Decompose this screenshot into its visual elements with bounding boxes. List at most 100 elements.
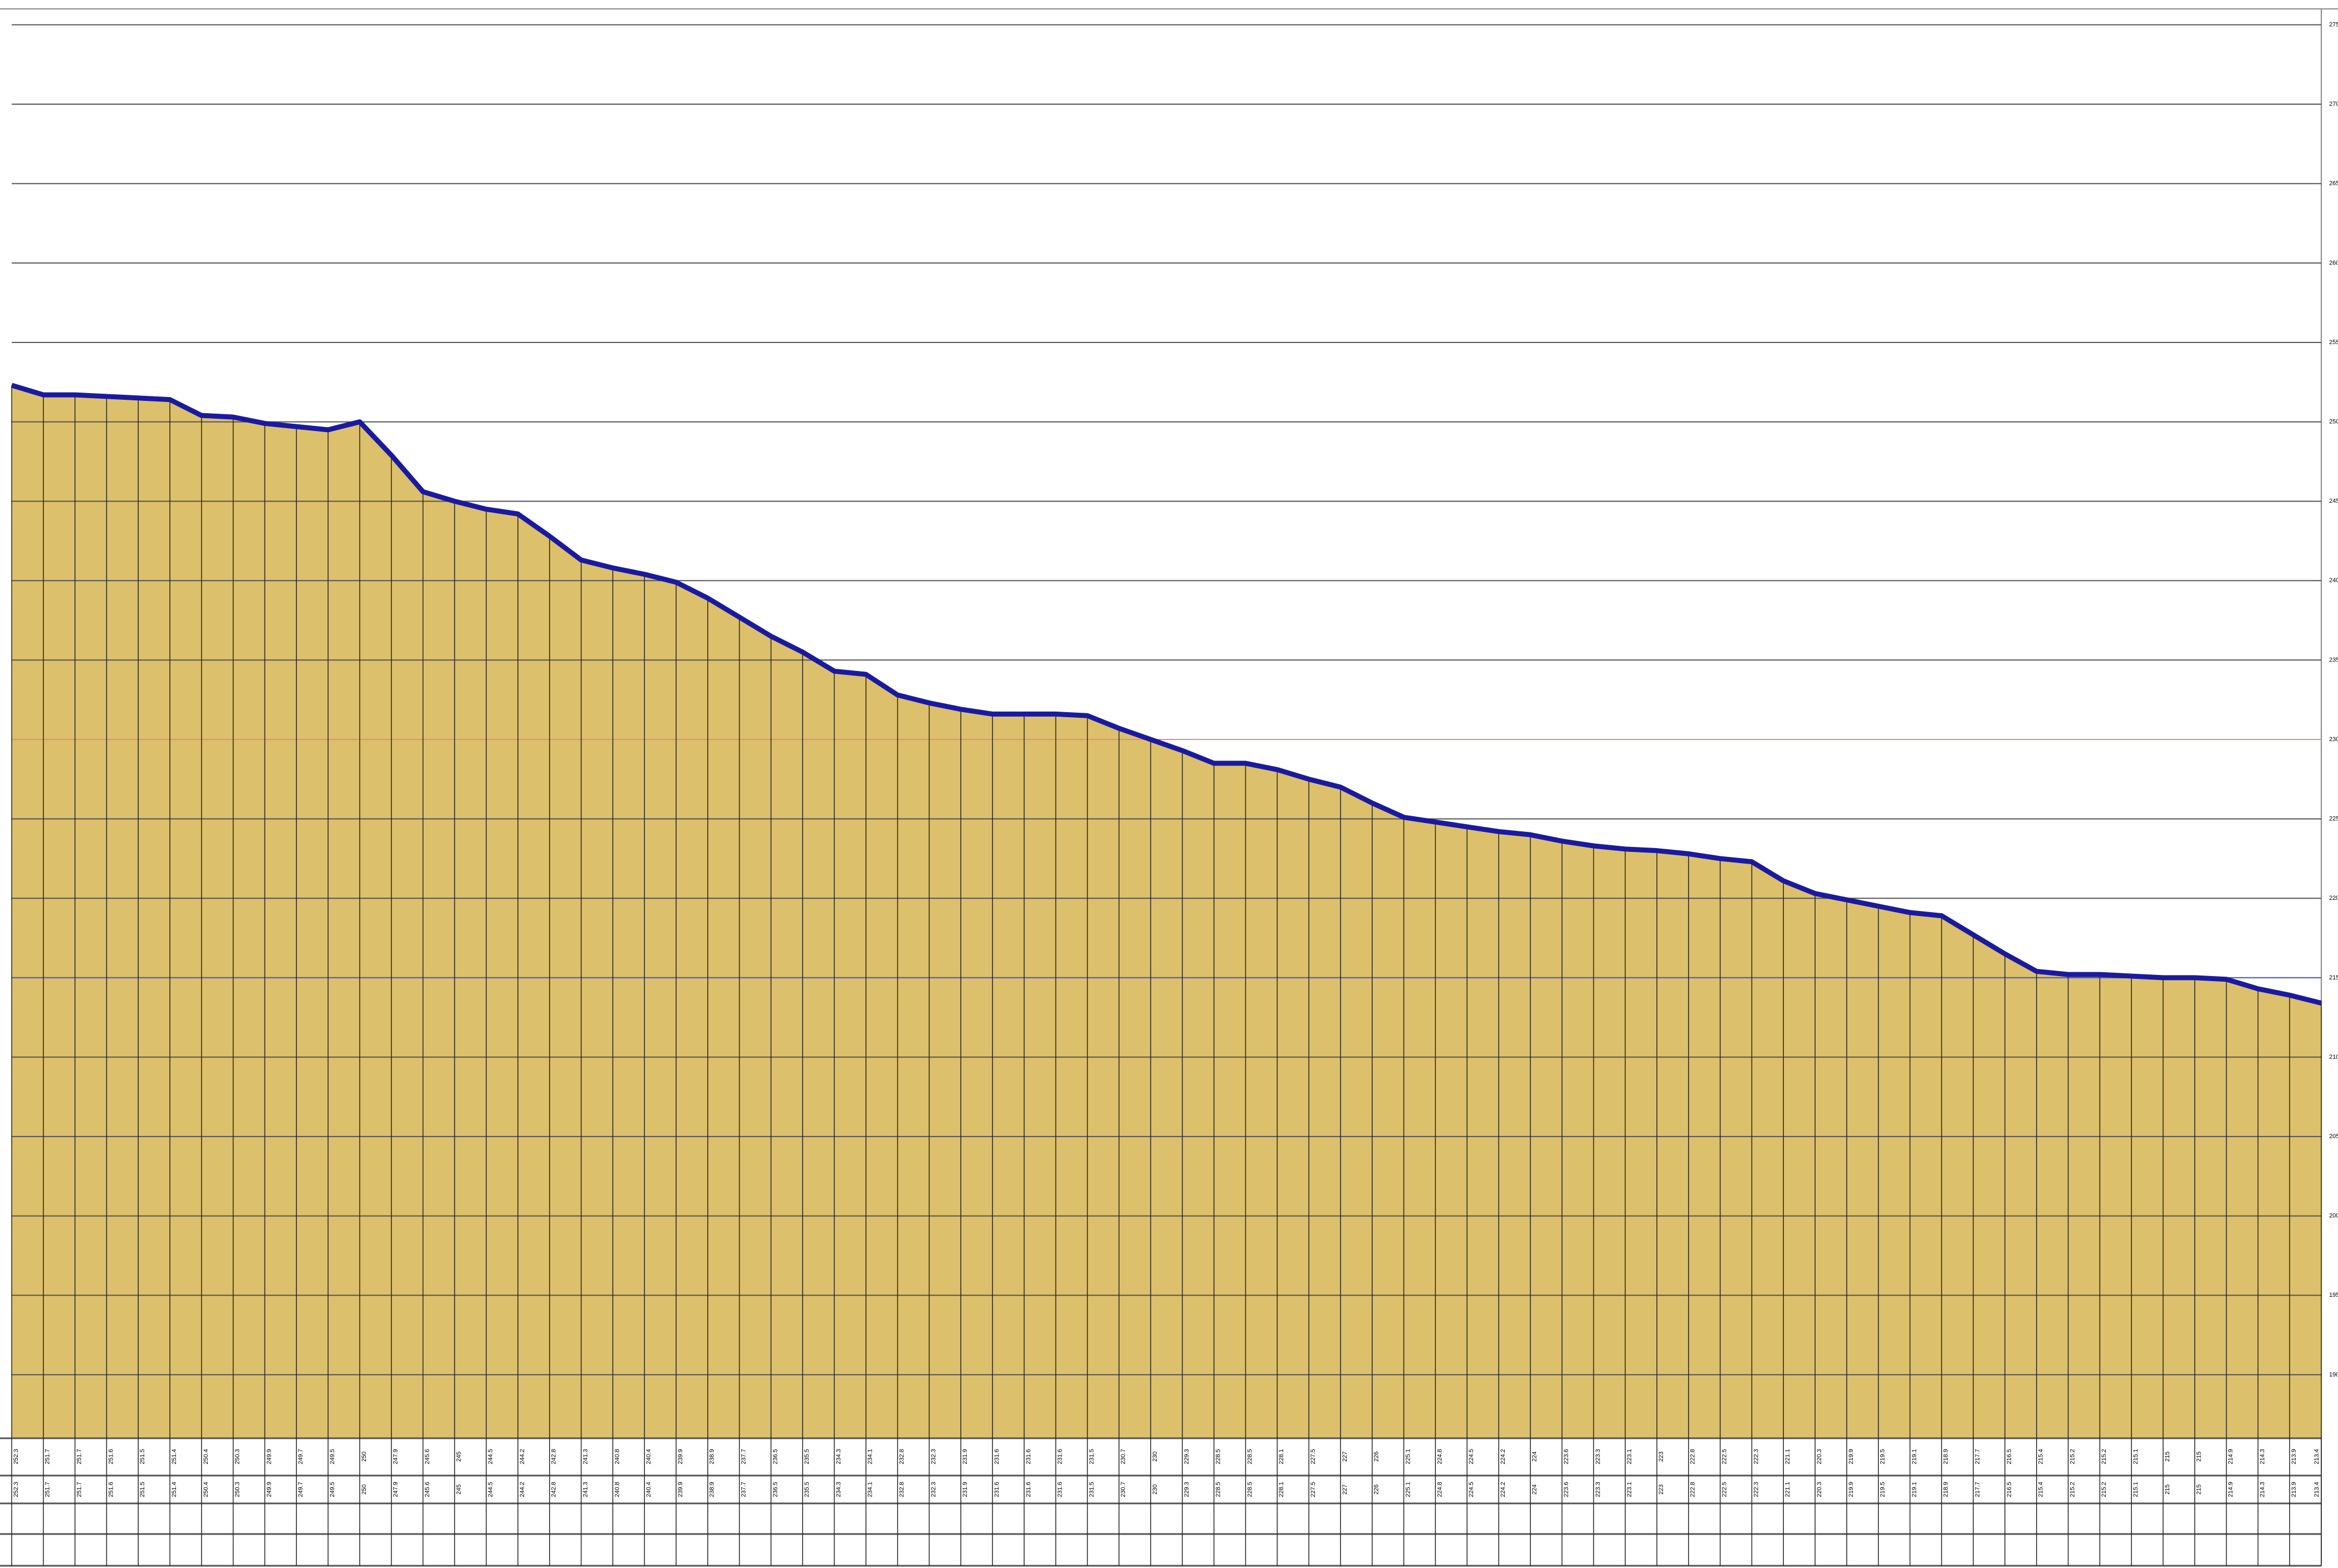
value-label: 241.3	[582, 1449, 589, 1464]
value-label: 223.1	[1626, 1482, 1633, 1497]
value-label: 222.8	[1690, 1449, 1696, 1464]
value-label: 236.5	[772, 1449, 779, 1464]
value-label: 244.5	[487, 1449, 494, 1464]
value-label: 222.8	[1690, 1482, 1696, 1497]
value-label: 245.6	[424, 1482, 431, 1497]
value-label: 242.8	[551, 1449, 557, 1464]
value-label: 219.9	[1848, 1449, 1855, 1464]
value-label: 215.2	[2069, 1449, 2076, 1464]
value-label: 215	[2196, 1484, 2203, 1494]
value-label: 227.5	[1310, 1449, 1317, 1464]
value-label: 237.7	[740, 1449, 747, 1464]
value-label: 235.5	[804, 1482, 810, 1497]
value-label: 216.5	[2006, 1482, 2013, 1497]
value-label: 228.1	[1278, 1449, 1285, 1464]
profile-line	[11, 383, 2322, 1006]
value-label: 220.3	[1816, 1482, 1823, 1497]
value-label: 230	[1152, 1484, 1158, 1494]
value-label: 215.4	[2038, 1482, 2044, 1497]
value-label: 222.5	[1721, 1482, 1728, 1497]
value-label: 245	[456, 1452, 462, 1462]
value-label: 223.6	[1563, 1482, 1570, 1497]
value-label: 251.7	[76, 1482, 83, 1497]
value-label: 234.3	[835, 1449, 842, 1464]
value-label: 250.4	[203, 1449, 209, 1464]
value-label: 252.3	[13, 1482, 19, 1497]
value-label: 240.8	[614, 1482, 620, 1497]
value-label: 234.1	[867, 1449, 874, 1464]
value-label: 224.5	[1468, 1482, 1475, 1497]
y-tick-label: 275	[2329, 21, 2338, 28]
value-label: 215.2	[2101, 1482, 2107, 1497]
value-label: 231.9	[962, 1449, 969, 1464]
value-label: 214.3	[2259, 1482, 2266, 1497]
value-label: 249.9	[266, 1482, 272, 1497]
value-label: 223	[1658, 1484, 1665, 1494]
y-tick-label: 230	[2329, 736, 2338, 743]
value-label: 223.3	[1594, 1482, 1601, 1497]
value-label: 242.8	[551, 1482, 557, 1497]
value-label: 245.6	[424, 1449, 431, 1464]
value-label: 219.1	[1911, 1482, 1918, 1497]
value-label: 244.2	[519, 1482, 526, 1497]
value-label: 239.9	[677, 1449, 684, 1464]
value-label: 250	[361, 1484, 368, 1494]
value-label: 250.4	[203, 1482, 209, 1497]
value-label: 251.4	[171, 1482, 178, 1497]
value-label: 232.3	[930, 1449, 937, 1464]
value-label: 224.8	[1436, 1449, 1443, 1464]
value-label: 224	[1532, 1452, 1538, 1462]
y-tick-label: 255	[2329, 339, 2338, 346]
value-label: 215	[2196, 1452, 2203, 1462]
value-label: 244.5	[487, 1482, 494, 1497]
value-label: 221.1	[1784, 1449, 1791, 1464]
y-tick-label: 250	[2329, 418, 2338, 425]
value-label: 238.9	[709, 1449, 716, 1464]
value-label: 227.5	[1310, 1482, 1317, 1497]
y-tick-label: 200	[2329, 1213, 2338, 1219]
value-label: 215	[2164, 1452, 2171, 1462]
value-label: 247.9	[393, 1449, 399, 1464]
value-label: 238.9	[709, 1482, 716, 1497]
value-label: 228.5	[1246, 1449, 1253, 1464]
value-label: 249.9	[266, 1449, 272, 1464]
y-tick-label: 225	[2329, 816, 2338, 822]
value-label: 229.3	[1183, 1449, 1190, 1464]
value-label: 230.7	[1120, 1449, 1127, 1464]
value-label: 235.5	[804, 1449, 810, 1464]
y-tick-label: 270	[2329, 101, 2338, 107]
value-label: 251.7	[76, 1449, 83, 1464]
value-label: 231.6	[1025, 1482, 1032, 1497]
y-tick-label: 205	[2329, 1133, 2338, 1140]
y-tick-label: 260	[2329, 259, 2338, 266]
value-label: 215.2	[2101, 1449, 2107, 1464]
value-label: 226	[1373, 1452, 1380, 1462]
y-tick-label: 220	[2329, 895, 2338, 901]
value-label: 219.5	[1880, 1449, 1886, 1464]
value-label: 229.3	[1183, 1482, 1190, 1497]
value-label: 230	[1152, 1452, 1158, 1462]
value-label: 231.6	[1057, 1449, 1064, 1464]
value-label: 214.9	[2227, 1482, 2234, 1497]
y-tick-label: 190	[2329, 1371, 2338, 1378]
value-label: 249.7	[297, 1482, 304, 1497]
value-label: 223.6	[1563, 1449, 1570, 1464]
value-label: 213.9	[2291, 1482, 2297, 1497]
value-label: 222.3	[1753, 1482, 1759, 1497]
value-label: 234.3	[835, 1482, 842, 1497]
value-label: 239.9	[677, 1482, 684, 1497]
value-label: 230.7	[1120, 1482, 1127, 1497]
value-label: 224.8	[1436, 1482, 1443, 1497]
value-label: 223.1	[1626, 1449, 1633, 1464]
y-tick-label: 245	[2329, 498, 2338, 504]
value-label: 251.5	[139, 1482, 146, 1497]
value-label: 226	[1373, 1484, 1380, 1494]
value-label: 216.5	[2006, 1449, 2013, 1464]
value-label: 231.6	[994, 1482, 1000, 1497]
value-label: 224	[1532, 1484, 1538, 1494]
value-label: 215.1	[2132, 1449, 2139, 1464]
value-label: 213.4	[2313, 1482, 2320, 1497]
value-label: 227	[1342, 1452, 1348, 1462]
y-tick-label: 265	[2329, 180, 2338, 187]
